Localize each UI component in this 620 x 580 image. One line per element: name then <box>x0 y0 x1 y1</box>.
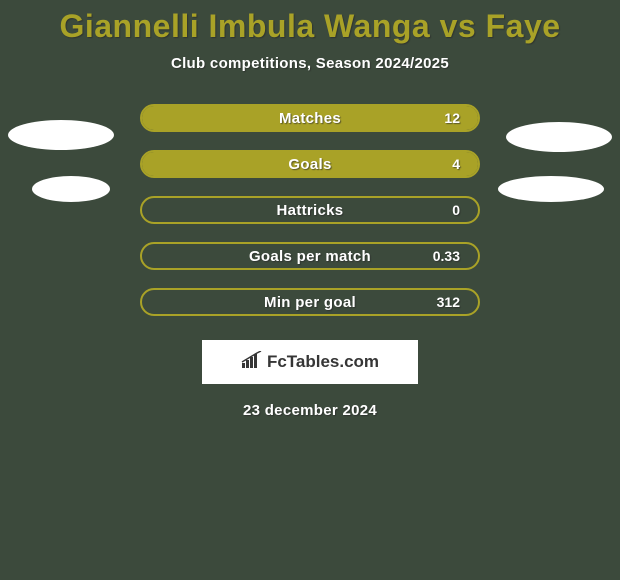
stat-label: Goals per match <box>142 244 478 268</box>
stat-row-goals-per-match: Goals per match 0.33 <box>0 242 620 270</box>
logo-text: FcTables.com <box>267 352 379 372</box>
stat-value: 0.33 <box>433 244 460 268</box>
stat-row-goals: Goals 4 <box>0 150 620 178</box>
stat-label: Matches <box>142 106 478 130</box>
stat-value: 12 <box>444 106 460 130</box>
comparison-card: Giannelli Imbula Wanga vs Faye Club comp… <box>0 0 620 580</box>
stat-bar: Min per goal 312 <box>140 288 480 316</box>
fctables-logo[interactable]: FcTables.com <box>202 340 418 384</box>
left-player-ellipse <box>8 120 114 150</box>
page-title: Giannelli Imbula Wanga vs Faye <box>0 0 620 45</box>
chart-bars-icon <box>241 351 263 374</box>
stat-bar: Hattricks 0 <box>140 196 480 224</box>
stat-value: 312 <box>437 290 460 314</box>
subtitle: Club competitions, Season 2024/2025 <box>0 55 620 72</box>
left-flag-ellipse <box>32 176 110 202</box>
stat-bar: Matches 12 <box>140 104 480 132</box>
stat-label: Min per goal <box>142 290 478 314</box>
stat-label: Hattricks <box>142 198 478 222</box>
right-player-ellipse <box>506 122 612 152</box>
stat-bar: Goals 4 <box>140 150 480 178</box>
stat-row-min-per-goal: Min per goal 312 <box>0 288 620 316</box>
right-flag-ellipse <box>498 176 604 202</box>
stat-value: 0 <box>452 198 460 222</box>
stat-value: 4 <box>452 152 460 176</box>
stat-bar: Goals per match 0.33 <box>140 242 480 270</box>
stat-label: Goals <box>142 152 478 176</box>
date-line: 23 december 2024 <box>0 402 620 419</box>
